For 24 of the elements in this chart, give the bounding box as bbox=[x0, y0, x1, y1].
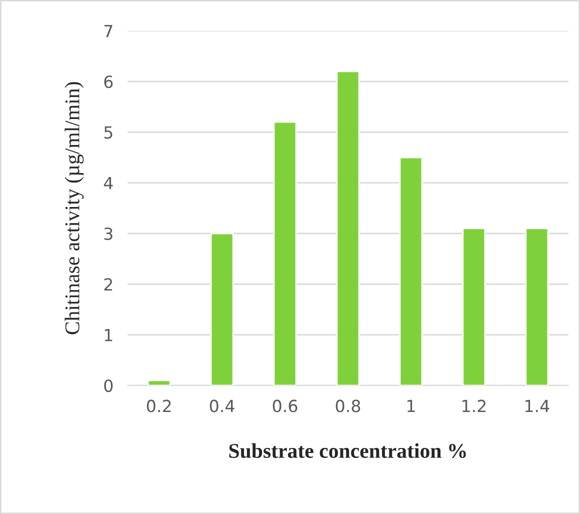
x-axis-title: Substrate concentration % bbox=[229, 443, 466, 458]
bar bbox=[210, 232, 234, 386]
y-axis-title: Chitinase activity (µg/ml/min) bbox=[64, 82, 84, 334]
bar bbox=[399, 156, 423, 386]
y-tick-label: 4 bbox=[104, 177, 113, 190]
x-tick-label: 1.4 bbox=[525, 400, 550, 412]
bar bbox=[147, 380, 171, 386]
y-tick-label: 5 bbox=[104, 126, 112, 139]
x-tick-label: 0.2 bbox=[146, 400, 171, 412]
x-tick-label: 1.2 bbox=[462, 400, 486, 412]
y-tick-label: 7 bbox=[104, 25, 112, 38]
y-tick-label: 2 bbox=[104, 278, 112, 290]
bar bbox=[273, 121, 297, 386]
bar bbox=[525, 228, 549, 386]
bar bbox=[336, 70, 360, 386]
y-tick-label: 3 bbox=[104, 227, 112, 240]
x-tick-label: 0.6 bbox=[272, 400, 298, 412]
x-tick-label: 1 bbox=[408, 400, 415, 412]
y-tick-label: 1 bbox=[104, 329, 112, 342]
x-tick-label: 0.8 bbox=[336, 400, 360, 412]
bar bbox=[462, 228, 486, 386]
y-tick-label: 0 bbox=[104, 379, 113, 392]
y-tick-label: 6 bbox=[104, 75, 113, 88]
x-tick-label: 0.4 bbox=[210, 400, 234, 412]
